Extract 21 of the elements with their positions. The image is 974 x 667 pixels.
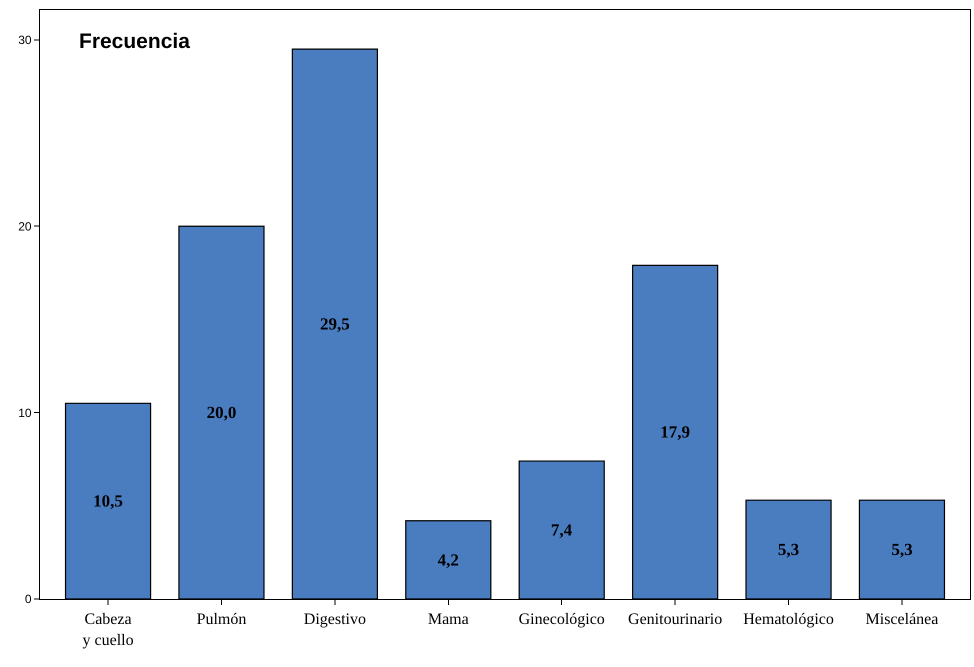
y-tick-label: 0: [24, 592, 32, 606]
y-tick-label: 10: [18, 406, 32, 420]
x-tick-label: Mama: [428, 611, 469, 628]
y-tick-label: 20: [18, 219, 32, 234]
text: Frecuencia: [79, 30, 190, 53]
x-tick-label: Miscelánea: [866, 611, 938, 628]
y-tick-label: 30: [18, 33, 32, 48]
x-tick-label: Pulmón: [196, 611, 246, 628]
data-label: 5,3: [891, 540, 913, 560]
data-label: 10,5: [93, 492, 123, 511]
x-tick-label: Cabeza y cuello: [82, 611, 134, 649]
x-tick-label: Genitourinario: [628, 611, 722, 628]
data-label: 17,9: [660, 422, 690, 442]
x-tick-label: Digestivo: [304, 611, 366, 628]
data-label: 4,2: [438, 550, 459, 570]
x-tick-label: Ginecológico: [518, 611, 605, 628]
data-label: 7,4: [550, 520, 573, 540]
x-tick-label: Hematológico: [743, 611, 834, 628]
data-label: 20,0: [206, 403, 236, 422]
data-label: 29,5: [320, 314, 350, 334]
data-label: 5,3: [778, 540, 800, 560]
